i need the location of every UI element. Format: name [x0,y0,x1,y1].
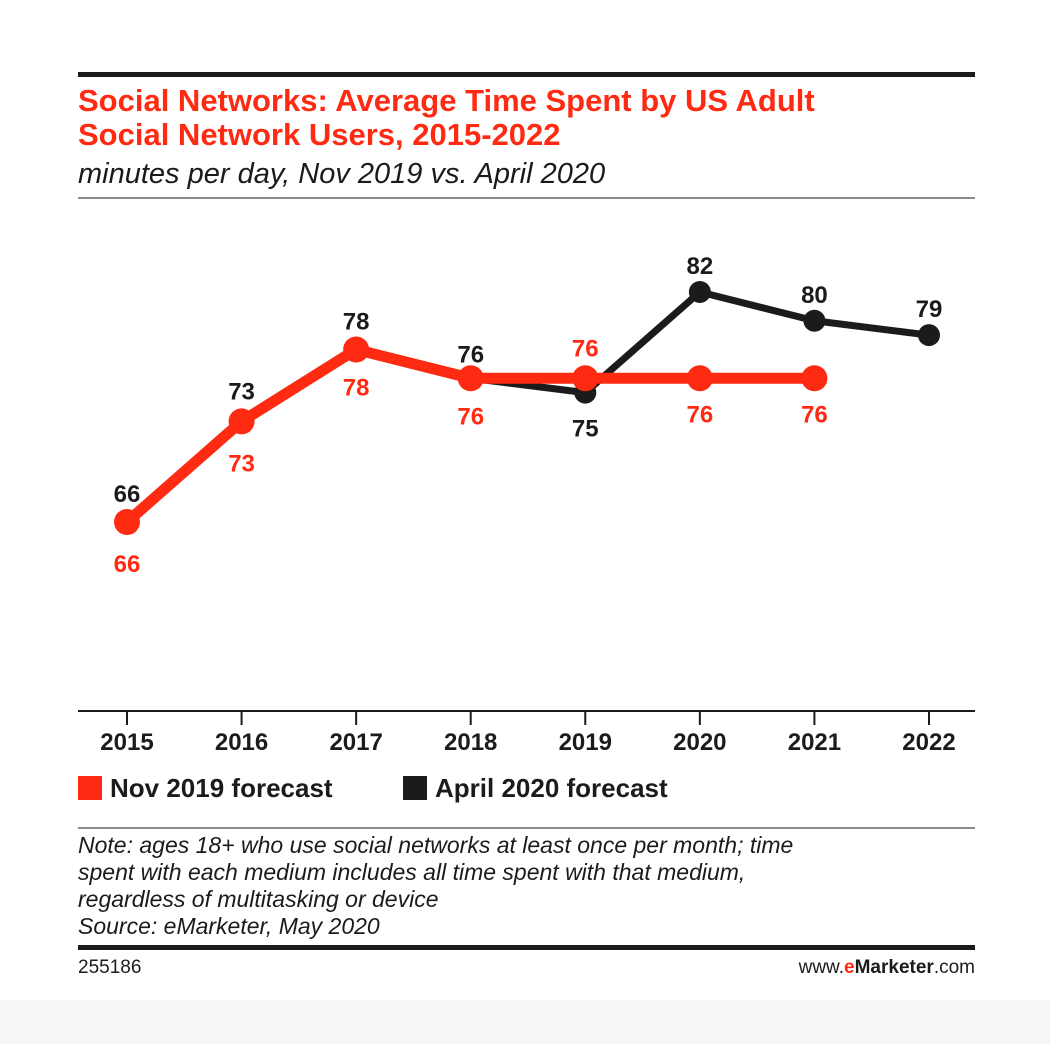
april-2020-label-2022: 79 [916,296,943,323]
april-2020-label-2017: 78 [343,309,370,336]
nov-2019-label-2021: 76 [801,401,828,428]
x-tick-label-2018: 2018 [444,729,497,756]
nov-2019-point-2018 [457,365,484,392]
legend-label-april-2020: April 2020 forecast [435,772,668,803]
chart-subtitle: minutes per day, Nov 2019 vs. April 2020 [78,158,606,190]
brand-name: Marketer [854,957,934,978]
page-bottom-band [0,1000,1050,1044]
note-line-3: regardless of multitasking or device [78,886,439,912]
note-line-1: Note: ages 18+ who use social networks a… [78,832,794,858]
nov-2019-point-2016 [228,408,255,435]
top-rule [78,72,975,77]
x-tick-label-2020: 2020 [673,729,726,756]
x-tick-label-2019: 2019 [559,729,612,756]
nov-2019-label-2016: 73 [228,450,255,477]
chart-title-line-1: Social Networks: Average Time Spent by U… [78,83,815,118]
april-2020-label-2019: 75 [572,416,599,443]
april-2020-label-2016: 73 [228,378,255,405]
april-2020-label-2021: 80 [801,282,828,309]
nov-2019-point-2021 [801,365,828,392]
note-rule [78,827,975,829]
nov-2019-label-2018: 76 [457,403,484,430]
brand-e: e [844,957,855,978]
note-source: Source: eMarketer, May 2020 [78,913,380,939]
legend-swatch-april-2020 [403,776,427,800]
bottom-rule [78,945,975,950]
x-tick-label-2022: 2022 [902,729,955,756]
x-tick-label-2015: 2015 [100,729,153,756]
x-tick-label-2017: 2017 [329,729,382,756]
april-2020-point-2021 [803,309,826,332]
nov-2019-point-2020 [686,365,713,392]
legend-item-april-2020: April 2020 forecast [403,772,668,804]
note-line-2: spent with each medium includes all time… [78,859,746,885]
brand-suffix: .com [933,957,975,978]
nov-2019-label-2015: 66 [114,551,141,578]
legend-item-nov-2019: Nov 2019 forecast [78,772,333,804]
nov-2019-label-2020: 76 [686,401,713,428]
april-2020-point-2022 [917,324,940,347]
brand-prefix: www. [798,957,845,978]
nov-2019-point-2017 [343,336,370,363]
april-2020-label-2015: 66 [114,481,141,508]
nov-2019-point-2019 [572,365,599,392]
chart-id: 255186 [78,957,142,978]
april-2020-label-2018: 76 [457,341,484,368]
nov-2019-label-2019: 76 [572,335,599,362]
chart-title: Social Networks: Average Time Spent by U… [78,84,975,152]
subtitle-rule [78,197,975,199]
x-tick-label-2016: 2016 [215,729,268,756]
legend-swatch-nov-2019 [78,776,102,800]
chart-note: Note: ages 18+ who use social networks a… [78,832,975,940]
chart-title-line-2: Social Network Users, 2015-2022 [78,117,561,152]
nov-2019-label-2017: 78 [343,375,370,402]
nov-2019-point-2015 [114,509,140,535]
april-2020-label-2020: 82 [686,253,713,280]
april-2020-point-2020 [688,281,711,303]
x-tick-label-2021: 2021 [788,729,841,756]
emarketer-link[interactable]: www.eMarketer.com [799,957,975,979]
legend-label-nov-2019: Nov 2019 forecast [110,772,333,803]
